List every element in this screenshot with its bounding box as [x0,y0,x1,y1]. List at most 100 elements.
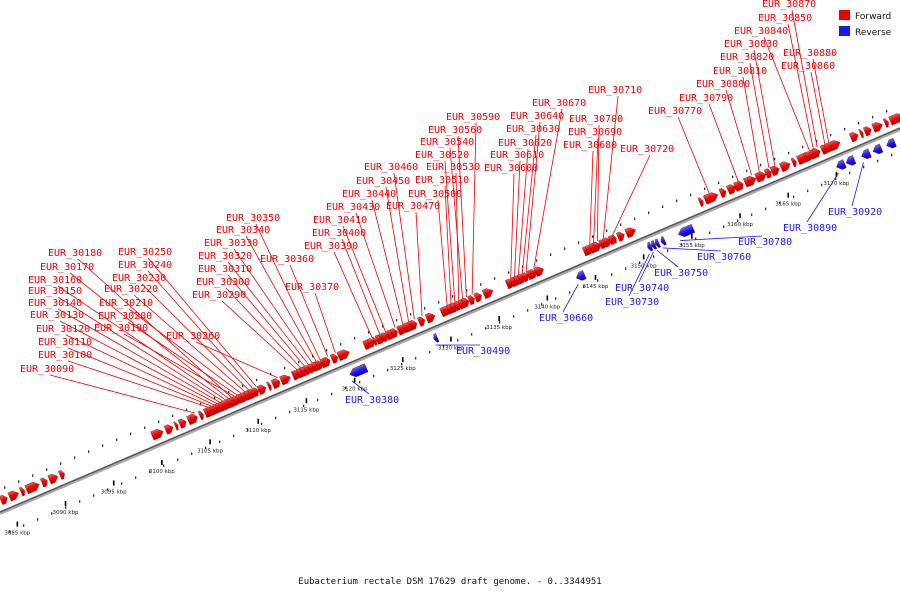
reverse-gene-arrow[interactable] [677,223,696,239]
forward-gene-arrow[interactable] [336,348,352,361]
forward-gene-arrow[interactable] [461,297,471,308]
gene-label-eur-30740[interactable]: EUR_30740 [615,240,669,294]
gene-label-eur-30800[interactable]: EUR_30800 [696,79,756,186]
gene-label-eur-30440[interactable]: EUR_30440 [342,189,407,335]
gene-label-eur-30350[interactable]: EUR_30350 [226,213,324,371]
forward-gene-arrow[interactable] [40,477,49,488]
forward-gene-arrow[interactable] [615,230,626,242]
forward-gene-arrow[interactable] [862,125,873,137]
forward-gene-arrow[interactable] [272,377,282,389]
forward-gene-arrow[interactable] [754,172,764,183]
gene-label-eur-30770[interactable]: EUR_30770 [648,106,713,205]
forward-gene-arrow[interactable] [177,417,188,429]
forward-gene-arrow[interactable] [624,226,638,239]
gene-label-eur-30370[interactable]: EUR_30370 [285,282,340,364]
forward-gene-arrow[interactable] [882,118,890,128]
forward-gene-arrow[interactable] [374,334,384,345]
gene-label-eur-30400[interactable]: EUR_30400 [312,228,384,345]
forward-gene-arrow[interactable] [58,469,66,480]
gene-label-eur-30730[interactable]: EUR_30730 [605,241,659,308]
reverse-gene-arrow[interactable] [659,236,667,246]
gene-label-eur-30720[interactable]: EUR_30720 [607,144,674,246]
forward-gene-arrow[interactable] [330,353,340,364]
reverse-gene-arrow[interactable] [871,143,884,156]
forward-gene-arrow[interactable] [848,131,860,143]
forward-gene-arrow[interactable] [598,238,607,250]
forward-gene-arrow[interactable] [521,271,530,283]
gene-label-eur-30640[interactable]: EUR_30640 [510,111,564,283]
forward-gene-arrow[interactable] [790,157,798,168]
gene-label-eur-30450[interactable]: EUR_30450 [356,176,413,333]
forward-gene-arrow[interactable] [769,165,779,177]
reverse-gene-arrow[interactable] [650,240,658,250]
forward-gene-arrow[interactable] [704,193,713,205]
forward-gene-arrow[interactable] [380,331,390,343]
forward-gene-arrow[interactable] [746,175,756,186]
gene-label-eur-30560[interactable]: EUR_30560 [428,125,482,308]
gene-label-eur-30710[interactable]: EUR_30710 [588,85,642,250]
gene-label-eur-30780[interactable]: EUR_30780 [677,223,793,248]
forward-gene-arrow[interactable] [823,142,833,154]
forward-gene-arrow[interactable] [390,327,399,339]
gene-label-eur-30470[interactable]: EUR_30470 [386,201,440,327]
gene-label-eur-30430[interactable]: EUR_30430 [326,202,399,339]
forward-gene-arrow[interactable] [314,359,324,371]
forward-gene-arrow[interactable] [403,321,413,333]
forward-gene-arrow[interactable] [279,373,292,386]
gene-label-eur-30810[interactable]: EUR_30810 [713,66,767,183]
forward-gene-arrow[interactable] [858,129,865,139]
forward-gene-arrow[interactable] [366,337,376,348]
forward-gene-arrow[interactable] [871,120,885,133]
gene-label-eur-30410[interactable]: EUR_30410 [313,215,390,343]
gene-label-eur-30380[interactable]: EUR_30380 [345,363,399,406]
forward-gene-arrow[interactable] [173,421,179,431]
gene-label-eur-30100[interactable]: EUR_30100 [38,350,212,418]
forward-gene-arrow[interactable] [779,160,792,173]
forward-gene-arrow[interactable] [424,311,437,324]
forward-gene-arrow[interactable] [0,494,9,505]
forward-gene-arrow[interactable] [726,183,738,195]
gene-label-eur-30830[interactable]: EUR_30830 [724,39,779,177]
forward-gene-arrow[interactable] [812,147,821,158]
gene-label-eur-30870[interactable]: EUR_30870 [762,0,821,158]
gene-label-eur-30250[interactable]: EUR_30250 [118,247,261,398]
forward-gene-arrow[interactable] [397,324,407,335]
forward-gene-arrow[interactable] [256,383,268,395]
forward-gene-arrow[interactable] [322,356,332,367]
reverse-gene-arrow[interactable] [432,333,440,343]
gene-label-eur-30360[interactable]: EUR_30360 [260,254,332,367]
reverse-gene-arrow[interactable] [860,148,872,161]
forward-gene-arrow[interactable] [47,472,60,485]
gene-label-eur-30920[interactable]: EUR_30920 [828,148,882,218]
forward-gene-arrow[interactable] [733,181,742,192]
gene-label-eur-30660[interactable]: EUR_30660 [539,270,593,324]
forward-gene-arrow[interactable] [150,427,165,441]
forward-gene-arrow[interactable] [697,197,705,207]
gene-label-eur-30460[interactable]: EUR_30460 [364,162,419,330]
reverse-gene-arrow[interactable] [653,238,661,249]
gene-label-eur-30390[interactable]: EUR_30390 [304,241,376,348]
forward-gene-arrow[interactable] [718,187,728,198]
reverse-gene-arrow[interactable] [885,137,897,150]
gene-label-eur-30820[interactable]: EUR_30820 [720,52,774,179]
gene-label-eur-30260[interactable]: EUR_30260 [166,331,282,389]
forward-gene-arrow[interactable] [19,486,26,497]
forward-gene-arrow[interactable] [7,489,21,502]
reverse-gene-arrow[interactable] [835,159,847,171]
gene-label-eur-30590[interactable]: EUR_30590 [446,112,500,306]
reverse-gene-arrow[interactable] [348,363,369,379]
gene-label-eur-30890[interactable]: EUR_30890 [783,159,847,234]
reverse-gene-arrow[interactable] [844,155,857,167]
gene-label-eur-30860[interactable]: EUR_30860 [781,61,835,155]
forward-gene-arrow[interactable] [409,319,419,330]
gene-label-eur-30790[interactable]: EUR_30790 [679,93,742,192]
forward-gene-arrow[interactable] [592,241,602,252]
forward-gene-arrow[interactable] [266,381,272,391]
forward-gene-arrow[interactable] [467,294,476,306]
forward-gene-arrow[interactable] [251,386,261,398]
gene-label-eur-30490[interactable]: EUR_30490 [432,333,510,357]
gene-label-eur-30880[interactable]: EUR_30880 [783,48,837,154]
forward-gene-arrow[interactable] [189,413,199,424]
forward-gene-arrow[interactable] [473,291,484,303]
reverse-gene-arrow[interactable] [574,270,587,282]
